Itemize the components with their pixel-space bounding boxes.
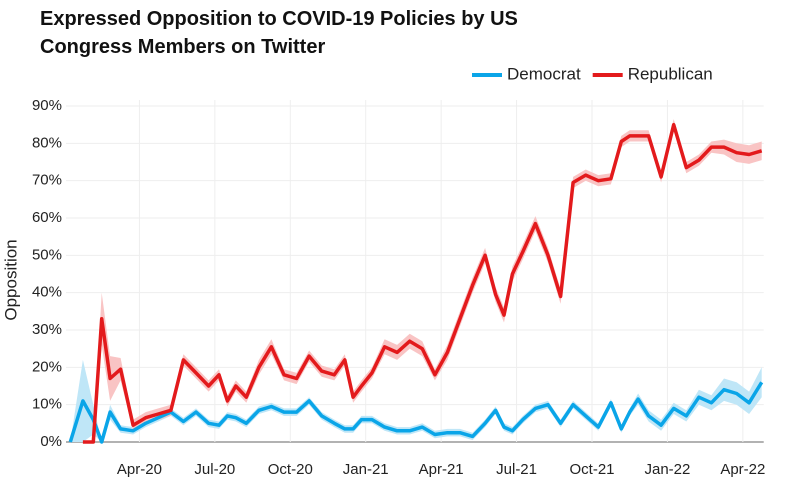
x-tick-label: Oct-21 (569, 461, 614, 478)
x-tick-label: Apr-21 (419, 461, 464, 478)
line (68, 381, 764, 444)
y-tick-label: 60% (32, 209, 62, 226)
x-tick-label: Jan-21 (343, 461, 389, 478)
x-tick-label: Apr-20 (117, 461, 162, 478)
x-tick-label: Jul-20 (194, 461, 235, 478)
x-tick-label: Oct-20 (268, 461, 313, 478)
legend-label: Republican (628, 64, 713, 83)
y-tick-label: 0% (40, 433, 62, 450)
y-tick-label: 90% (32, 97, 62, 114)
chart-title: Expressed Opposition to COVID-19 Policie… (40, 8, 518, 58)
y-tick-label: 40% (32, 284, 62, 301)
y-tick-label: 10% (32, 396, 62, 413)
y-axis-label: Opposition (1, 239, 20, 320)
y-tick-label: 70% (32, 172, 62, 189)
x-tick-label: Jul-21 (496, 461, 537, 478)
y-tick-label: 80% (32, 134, 62, 151)
line (82, 122, 763, 444)
legend-label: Democrat (507, 64, 581, 83)
y-tick-label: 50% (32, 246, 62, 263)
y-tick-label: 20% (32, 358, 62, 375)
x-tick-label: Apr-22 (720, 461, 765, 478)
y-tick-label: 30% (32, 321, 62, 338)
x-tick-label: Jan-22 (644, 461, 690, 478)
